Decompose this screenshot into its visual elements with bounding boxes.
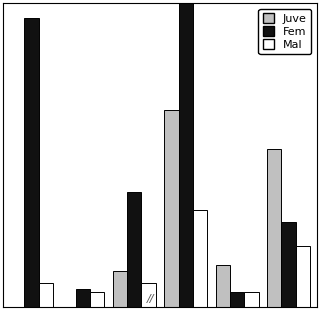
Bar [113, 271, 127, 307]
Bar [281, 222, 296, 307]
Bar [179, 3, 193, 307]
Bar [127, 192, 141, 307]
Bar [141, 283, 156, 307]
Bar [216, 265, 230, 307]
Bar [164, 109, 179, 307]
Bar [24, 18, 39, 307]
Bar [39, 283, 53, 307]
Bar [267, 149, 281, 307]
Bar [90, 292, 104, 307]
Bar [296, 246, 310, 307]
Bar [244, 292, 259, 307]
Bar [193, 210, 207, 307]
Legend: Juve, Fem, Mal: Juve, Fem, Mal [259, 9, 311, 54]
Text: //: // [147, 294, 154, 304]
Bar [230, 292, 244, 307]
Bar [76, 289, 90, 307]
